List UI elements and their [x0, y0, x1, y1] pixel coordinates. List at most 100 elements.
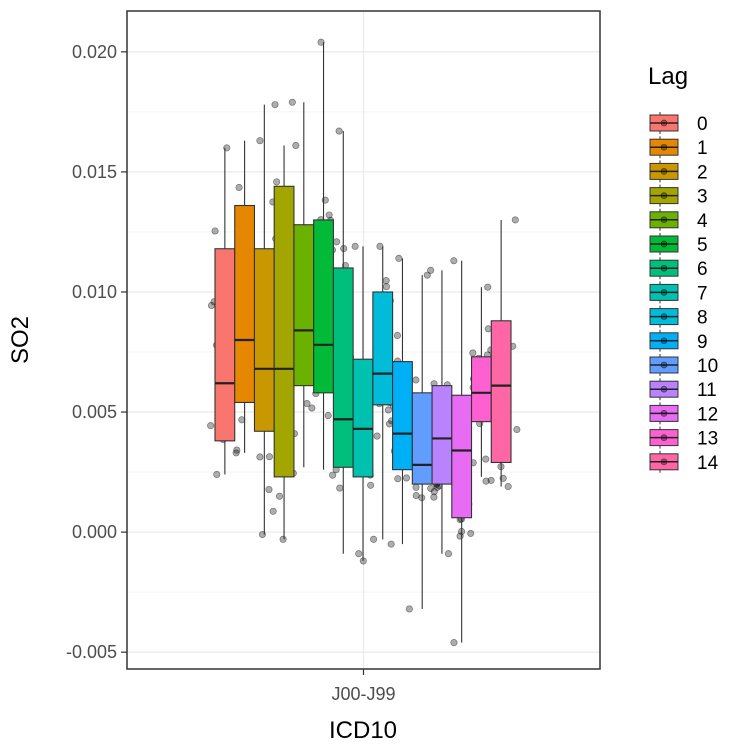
box-lag-13	[470, 287, 492, 477]
legend-item-lag-14: 14	[649, 450, 719, 474]
legend-item-lag-3: 3	[649, 184, 708, 208]
legend-label: 11	[697, 380, 717, 401]
box-lag-11	[431, 270, 453, 554]
legend-key-point	[660, 410, 668, 417]
data-point	[279, 535, 287, 543]
box-body	[234, 204, 256, 403]
data-point	[288, 98, 296, 106]
box-body	[352, 358, 374, 478]
data-point	[335, 127, 343, 135]
box-lag-12	[451, 260, 473, 643]
x-axis-title: ICD10	[329, 717, 397, 744]
data-point	[467, 529, 475, 537]
data-point	[256, 453, 264, 461]
data-point	[412, 376, 420, 384]
data-point	[235, 183, 243, 192]
data-point	[256, 137, 264, 145]
legend-label: 14	[697, 453, 719, 474]
data-point	[405, 605, 413, 613]
data-point	[355, 550, 363, 558]
legend-item-lag-2: 2	[649, 160, 708, 183]
legend-label: 7	[697, 283, 708, 304]
legend-label: 9	[697, 332, 708, 353]
legend-key-point	[660, 434, 668, 441]
box-body	[431, 385, 453, 485]
data-point	[329, 471, 337, 479]
data-point	[487, 476, 495, 484]
data-point	[384, 406, 392, 414]
legend-item-lag-1: 1	[649, 136, 708, 159]
data-point	[211, 227, 219, 235]
y-tick-label: 0.015	[72, 162, 117, 182]
data-point	[430, 493, 438, 501]
legend-label: 13	[697, 429, 718, 450]
box-body	[451, 394, 473, 519]
legend-key-point	[660, 313, 668, 320]
data-point	[273, 178, 281, 186]
data-point	[233, 446, 241, 454]
legend-item-lag-7: 7	[649, 281, 708, 304]
legend-label: 8	[697, 308, 708, 329]
data-point	[271, 101, 279, 109]
data-point	[351, 242, 359, 250]
legend-item-lag-5: 5	[649, 233, 708, 256]
legend-key-point	[660, 143, 668, 151]
box-body	[313, 219, 334, 394]
data-point	[308, 404, 316, 412]
legend-label: 0	[697, 114, 708, 135]
legend-key-point	[660, 119, 668, 127]
legend-label: 2	[697, 162, 708, 183]
box-lag-8	[372, 246, 394, 540]
data-point	[275, 492, 284, 500]
box-body	[273, 185, 295, 478]
data-point	[412, 491, 420, 500]
legend-key-point	[660, 361, 668, 369]
data-point	[325, 211, 333, 219]
data-point	[265, 453, 274, 461]
data-point	[324, 412, 332, 420]
legend-item-lag-12: 12	[649, 402, 718, 425]
data-point	[269, 507, 277, 515]
data-point	[367, 481, 375, 489]
legend-item-lag-6: 6	[649, 257, 708, 280]
legend-item-lag-10: 10	[649, 354, 718, 377]
legend-label: 1	[697, 138, 708, 159]
data-point	[450, 257, 458, 265]
legend-key-point	[660, 337, 668, 345]
legend-item-lag-13: 13	[649, 426, 718, 450]
legend-key-point	[660, 168, 668, 175]
data-point	[393, 331, 401, 339]
box-lag-10	[411, 275, 433, 609]
data-point	[317, 38, 325, 46]
data-point	[511, 216, 519, 224]
legend-item-lag-4: 4	[649, 208, 708, 232]
box-body	[490, 320, 512, 464]
box-body	[372, 291, 394, 406]
data-point	[382, 283, 391, 291]
box-body	[411, 392, 433, 485]
legend-key-point	[660, 240, 668, 248]
legend-key-point	[660, 264, 668, 272]
legend-key-point	[660, 216, 668, 224]
legend-item-lag-8: 8	[649, 305, 708, 329]
data-point	[482, 477, 490, 485]
data-point	[412, 483, 420, 491]
y-tick-label: 0.005	[72, 402, 117, 422]
legend-key-point	[660, 289, 668, 296]
box-body	[214, 248, 236, 442]
data-point	[387, 540, 395, 548]
data-point	[373, 432, 381, 440]
data-point	[402, 474, 411, 482]
legend-item-lag-0: 0	[649, 112, 708, 135]
data-point	[504, 482, 512, 491]
data-point	[232, 449, 240, 457]
y-axis: -0.005 0.000 0.005 0.010 0.015 0.020	[66, 42, 127, 662]
y-tick-label: -0.005	[66, 642, 117, 662]
y-tick-label: 0.020	[72, 42, 117, 62]
x-tick-label: J00-J99	[331, 684, 395, 704]
data-point	[370, 535, 378, 543]
box-body	[332, 267, 354, 468]
legend-item-lag-11: 11	[649, 378, 717, 401]
data-point	[513, 425, 521, 434]
data-point	[207, 422, 215, 430]
